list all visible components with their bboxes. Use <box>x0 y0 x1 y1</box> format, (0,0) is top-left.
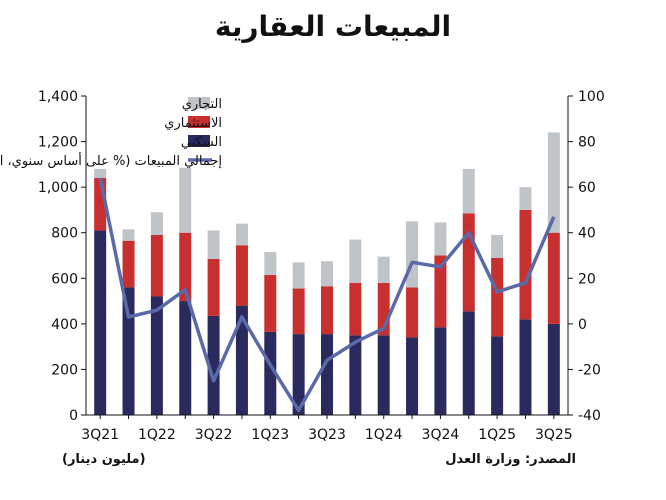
bar-1Q24-series-2 <box>377 256 390 283</box>
legend-label-0: السكني <box>181 135 222 150</box>
right-tick-label: -40 <box>578 408 601 424</box>
left-tick-label: 400 <box>51 317 78 333</box>
left-tick-label: 0 <box>69 408 78 424</box>
left-tick-label: 1,000 <box>38 180 78 196</box>
left-tick-label: 600 <box>51 271 78 287</box>
bar-4Q23-series-2 <box>349 239 362 283</box>
legend-label-1: الاستثماري <box>164 116 222 131</box>
bar-2Q23-series-0 <box>292 334 305 415</box>
bar-4Q24-series-2 <box>462 168 475 214</box>
bar-3Q23-series-2 <box>321 261 333 287</box>
right-tick-label: 0 <box>578 317 587 333</box>
legend-line-label: إجمالي المبيعات (% على أساس سنوي، الجانب… <box>0 152 222 169</box>
bar-1Q22-series-1 <box>150 234 163 297</box>
left-tick-label: 1,200 <box>38 135 78 151</box>
bar-3Q21-series-0 <box>94 230 107 415</box>
bar-2Q22-series-0 <box>179 301 192 415</box>
bar-layer <box>94 132 560 415</box>
x-tick-label: 3Q23 <box>308 427 346 443</box>
right-tick-label: 20 <box>578 271 596 287</box>
x-tick-label: 1Q23 <box>251 427 289 443</box>
right-tick-label: 100 <box>578 89 605 105</box>
bar-4Q21-series-2 <box>122 229 135 241</box>
bar-1Q25-series-0 <box>491 336 504 415</box>
bar-4Q21-series-1 <box>122 240 135 288</box>
bar-2Q22-series-1 <box>179 232 192 302</box>
bar-2Q23-series-2 <box>292 262 305 289</box>
bar-2Q25-series-1 <box>519 209 532 320</box>
chart-title: المبيعات العقارية <box>214 10 452 43</box>
bar-1Q23-series-2 <box>264 252 277 275</box>
line-layer <box>98 177 556 413</box>
bar-4Q24-series-0 <box>462 311 475 415</box>
left-tick-label: 800 <box>51 226 78 242</box>
unit-label: (مليون دينار) <box>62 452 146 467</box>
bar-3Q25-series-1 <box>547 232 560 324</box>
bar-2Q25-series-0 <box>519 319 532 415</box>
x-tick-label: 1Q22 <box>138 427 176 443</box>
bar-1Q22-series-0 <box>150 296 163 415</box>
bar-3Q21-series-2 <box>94 168 107 179</box>
bar-1Q25-series-2 <box>491 234 504 258</box>
left-tick-label: 200 <box>51 362 78 378</box>
bar-3Q25-series-0 <box>547 323 560 415</box>
bar-2Q22-series-2 <box>179 167 192 233</box>
legend-label-2: التجاري <box>182 97 222 112</box>
bar-3Q23-series-0 <box>321 334 333 415</box>
bar-3Q24-series-0 <box>434 327 447 415</box>
x-tick-label: 1Q25 <box>478 427 516 443</box>
bar-4Q23-series-1 <box>349 282 362 336</box>
bar-1Q23-series-0 <box>264 331 277 415</box>
bar-4Q21-series-0 <box>122 287 135 415</box>
legend-swatch-2 <box>188 97 210 109</box>
bar-3Q22-series-2 <box>207 230 220 259</box>
bar-4Q23-series-0 <box>349 335 362 415</box>
bar-4Q22-series-2 <box>235 223 248 246</box>
bar-2Q24-series-0 <box>406 337 419 415</box>
right-tick-label: 80 <box>578 135 596 151</box>
bar-2Q24-series-2 <box>406 221 419 288</box>
x-tick-label: 3Q25 <box>535 427 573 443</box>
bar-4Q22-series-1 <box>235 245 248 306</box>
bar-3Q22-series-1 <box>207 258 220 316</box>
bar-1Q23-series-1 <box>264 274 277 332</box>
bar-4Q24-series-1 <box>462 213 475 312</box>
bar-2Q23-series-1 <box>292 288 305 335</box>
bar-3Q22-series-0 <box>207 315 220 415</box>
bar-1Q25-series-1 <box>491 257 504 337</box>
bar-4Q22-series-0 <box>235 305 248 415</box>
bar-3Q24-series-1 <box>434 255 447 328</box>
right-tick-label: 40 <box>578 226 596 242</box>
x-tick-label: 3Q24 <box>422 427 460 443</box>
right-tick-label: -20 <box>578 362 601 378</box>
bar-2Q24-series-1 <box>406 287 419 338</box>
bar-3Q25-series-2 <box>547 132 560 233</box>
x-tick-label: 3Q21 <box>81 427 119 443</box>
bar-1Q22-series-2 <box>150 212 163 235</box>
bar-1Q24-series-0 <box>377 335 390 415</box>
x-tick-label: 3Q22 <box>195 427 233 443</box>
axes-layer: 0 200 400 600 800 1,000 1,200 1,400 -40 -20 0 20 40 6… <box>38 89 605 443</box>
x-tick-label: 1Q24 <box>365 427 403 443</box>
bar-3Q24-series-2 <box>434 222 447 256</box>
right-tick-label: 60 <box>578 180 596 196</box>
legend-swatch-1 <box>188 116 210 128</box>
bar-3Q23-series-1 <box>321 286 333 335</box>
left-tick-label: 1,400 <box>38 89 78 105</box>
legend-swatch-0 <box>188 135 210 147</box>
source-note: المصدر: وزارة العدل <box>445 452 576 467</box>
legend: التجاري الاستثماري السكني إجمالي المبيعات (… <box>0 97 222 169</box>
yoy-change-line <box>98 177 556 413</box>
bar-2Q25-series-2 <box>519 187 532 210</box>
